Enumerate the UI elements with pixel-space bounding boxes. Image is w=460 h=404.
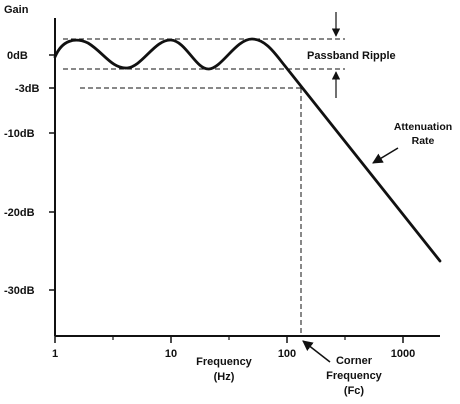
attenuation-rate-label-line2: Rate (412, 135, 435, 147)
x-tick-label-1: 1 (52, 348, 58, 360)
attenuation-rate-label-line1: Attenuation (394, 121, 452, 133)
y-tick-label-10db: -10dB (4, 128, 35, 140)
x-axis-title-line1: Frequency (196, 356, 253, 368)
corner-frequency-arrow (302, 340, 331, 363)
y-tick-label-20db: -20dB (4, 207, 35, 219)
x-tick-label-100: 100 (278, 348, 296, 360)
frequency-response-curve (53, 37, 442, 263)
attenuation-rate-arrow (372, 147, 399, 164)
y-tick-label-0db: 0dB (7, 50, 28, 62)
y-axis-title: Gain (4, 4, 29, 16)
corner-frequency-label-line3: (Fc) (344, 385, 365, 397)
x-tick-label-10: 10 (165, 348, 177, 360)
passband-ripple-label: Passband Ripple (307, 50, 396, 62)
corner-frequency-label-line2: Frequency (326, 370, 383, 382)
y-tick-label-30db: -30dB (4, 285, 35, 297)
y-tick-label-3db: -3dB (15, 83, 40, 95)
x-axis-title-line2: (Hz) (214, 371, 235, 383)
x-tick-label-1000: 1000 (391, 348, 415, 360)
corner-frequency-label-line1: Corner (336, 355, 373, 367)
